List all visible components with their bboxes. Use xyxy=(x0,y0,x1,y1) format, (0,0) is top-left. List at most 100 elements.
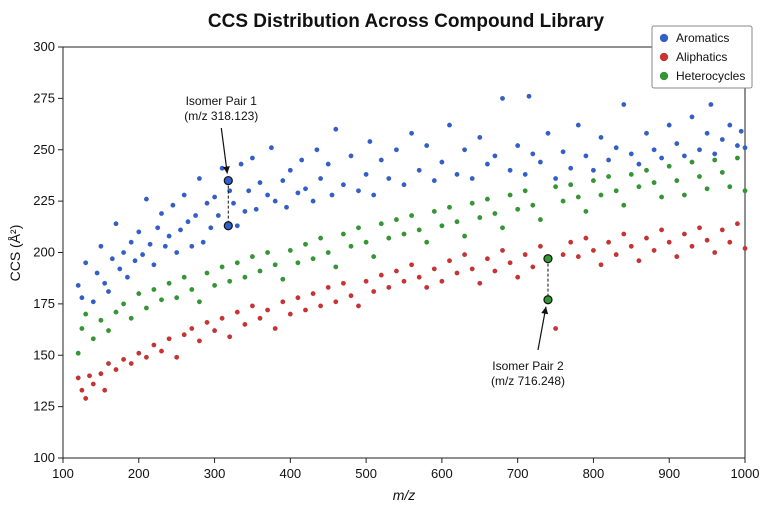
data-point xyxy=(734,155,740,161)
annotation-isomer-pair-2: Isomer Pair 2(m/z 716.248) xyxy=(491,254,565,388)
data-point xyxy=(553,326,559,332)
data-point xyxy=(666,122,672,128)
data-point xyxy=(363,171,369,177)
plot-frame xyxy=(62,46,746,459)
data-point xyxy=(196,299,202,305)
data-point xyxy=(287,247,293,253)
data-point xyxy=(742,188,748,194)
data-point xyxy=(121,356,127,362)
data-point xyxy=(484,161,490,167)
data-point xyxy=(227,278,233,284)
y-axis-label: CCS (Å²) xyxy=(7,225,23,282)
data-point xyxy=(249,303,255,309)
data-point xyxy=(151,287,157,293)
x-tick-label: 400 xyxy=(279,466,301,481)
data-point xyxy=(132,258,138,264)
data-point xyxy=(613,252,619,258)
data-point xyxy=(333,126,339,132)
data-point xyxy=(651,180,657,186)
data-point xyxy=(204,319,210,325)
data-point xyxy=(166,336,172,342)
data-point xyxy=(659,194,665,200)
data-point xyxy=(462,147,468,153)
data-point xyxy=(128,361,134,367)
data-point xyxy=(174,354,180,360)
data-point xyxy=(189,326,195,332)
data-point xyxy=(105,328,111,334)
data-point xyxy=(310,291,316,297)
data-point xyxy=(689,243,695,249)
data-point xyxy=(340,280,346,286)
data-point xyxy=(174,295,180,301)
data-point xyxy=(742,145,748,151)
data-point xyxy=(303,307,309,313)
data-point xyxy=(447,204,453,210)
data-point xyxy=(484,196,490,202)
data-point xyxy=(284,204,290,210)
data-point xyxy=(560,149,566,155)
data-point xyxy=(113,309,119,315)
data-point xyxy=(242,208,248,214)
data-point xyxy=(583,153,589,159)
data-point xyxy=(196,175,202,181)
data-point xyxy=(363,278,369,284)
data-point xyxy=(86,373,92,379)
data-point xyxy=(575,254,581,260)
data-point xyxy=(742,245,748,251)
data-point xyxy=(689,159,695,165)
data-point xyxy=(401,278,407,284)
isomer-point-upper xyxy=(543,254,553,264)
y-tick-label: 125 xyxy=(33,399,55,414)
data-point xyxy=(136,229,142,235)
data-point xyxy=(356,188,362,194)
data-point xyxy=(158,297,164,303)
data-point xyxy=(143,354,149,360)
data-point xyxy=(75,282,81,288)
data-point xyxy=(318,235,324,241)
data-point xyxy=(117,266,123,272)
data-point xyxy=(212,328,218,334)
data-point xyxy=(325,161,331,167)
data-point xyxy=(268,145,274,151)
data-point xyxy=(689,114,695,120)
data-point xyxy=(704,130,710,136)
data-point xyxy=(155,225,161,231)
data-point xyxy=(371,254,377,260)
annotation-isomer-pair-1: Isomer Pair 1(m/z 318.123) xyxy=(184,94,258,231)
data-point xyxy=(659,155,665,161)
data-point xyxy=(79,326,85,332)
data-point xyxy=(257,268,263,274)
data-point xyxy=(583,235,589,241)
data-point xyxy=(734,143,740,149)
data-point xyxy=(79,387,85,393)
annotation-arrow-line xyxy=(220,127,228,174)
data-point xyxy=(553,175,559,181)
series-aromatics xyxy=(75,93,748,305)
data-point xyxy=(356,225,362,231)
data-point xyxy=(568,239,574,245)
data-point xyxy=(553,184,559,190)
data-point xyxy=(204,270,210,276)
data-point xyxy=(356,303,362,309)
data-point xyxy=(530,151,536,157)
series-heterocycles xyxy=(75,155,748,356)
data-point xyxy=(378,221,384,227)
data-point xyxy=(196,338,202,344)
data-point xyxy=(140,252,146,258)
data-point xyxy=(265,307,271,313)
data-point xyxy=(318,175,324,181)
data-point xyxy=(212,282,218,288)
data-point xyxy=(719,227,725,233)
data-point xyxy=(124,274,130,280)
y-tick-label: 275 xyxy=(33,90,55,105)
data-point xyxy=(697,147,703,153)
data-point xyxy=(393,147,399,153)
data-point xyxy=(462,233,468,239)
data-point xyxy=(469,175,475,181)
data-point xyxy=(500,95,506,101)
data-point xyxy=(393,217,399,223)
data-point xyxy=(340,231,346,237)
data-point xyxy=(113,367,119,373)
data-point xyxy=(208,225,214,231)
data-point xyxy=(462,252,468,258)
